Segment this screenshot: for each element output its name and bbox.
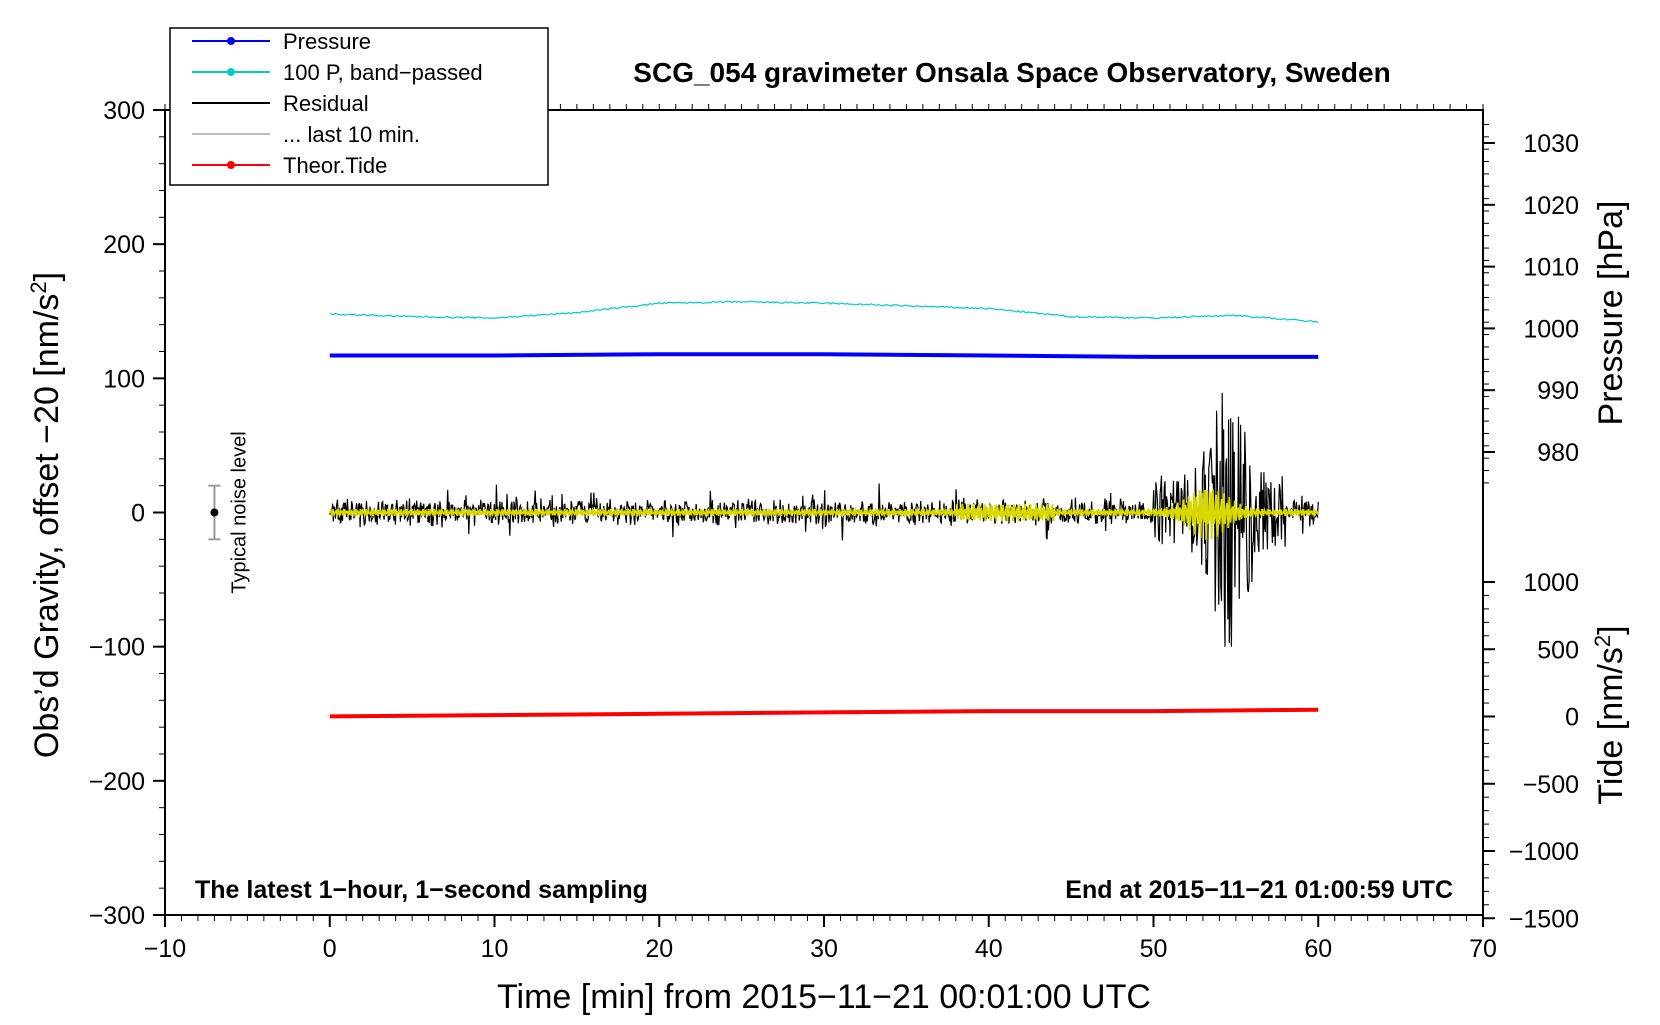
series-pressure (329, 352, 1319, 359)
x-tick-label: 20 (645, 935, 673, 963)
legend-swatch-marker (227, 161, 235, 169)
y-tick-label: 0 (131, 500, 145, 528)
y-tick-label: −200 (89, 768, 145, 796)
y-axis-label-left-main: Obs’d Gravity, offset −20 [nm/s (28, 294, 66, 759)
y-axis-tide: 1000 500 0 −500 −1000 −1500 (1483, 569, 1579, 933)
y-axis-pressure: 1030 1020 1010 1000 990 980 (1483, 123, 1579, 484)
y-axis-label-left-sup: 2 (26, 281, 51, 293)
legend-swatch-marker (227, 68, 235, 76)
annotation-sampling: The latest 1−hour, 1−second sampling (195, 876, 648, 904)
x-tick-label: 50 (1140, 935, 1168, 963)
noise-label: Typical noise level (228, 431, 250, 593)
noise-indicator: Typical noise level (208, 431, 250, 594)
series-residual-filtered (329, 489, 1320, 540)
y-axis-label-tide-sup: 2 (1590, 635, 1615, 647)
legend-items: Pressure 100 P, band−passed Residual ... la… (192, 29, 483, 178)
series-layer (329, 300, 1320, 719)
legend-box (169, 27, 549, 186)
y-tick-label: −100 (89, 634, 145, 662)
y-axis-left: 300 200 100 0 −100 −200 −300 (89, 97, 165, 930)
tide-tick-label: −1000 (1509, 838, 1579, 866)
noise-dot (210, 508, 219, 517)
legend-label: Theor.Tide (283, 153, 387, 178)
x-tick-label: 60 (1304, 935, 1332, 963)
series-theor-tide (329, 707, 1319, 719)
x-tick-label: 0 (323, 935, 337, 963)
y-axis-label-tide-end: ] (1592, 625, 1630, 634)
legend: Pressure 100 P, band−passed Residual ... la… (169, 27, 549, 186)
y-axis-label-left-end: ] (28, 272, 66, 281)
tide-tick-label: −500 (1523, 771, 1579, 799)
y-axis-label-tide: Tide [nm/s2] (1590, 625, 1630, 804)
y-axis-label-pressure: Pressure [hPa] (1592, 201, 1630, 426)
tide-tick-label: 0 (1565, 704, 1579, 732)
series-residual (329, 392, 1319, 647)
annotation-end-time: End at 2015−11−21 01:00:59 UTC (1065, 876, 1453, 904)
legend-label: Residual (283, 91, 369, 116)
x-tick-label: 40 (975, 935, 1003, 963)
x-axis: −10 0 10 20 30 40 50 60 70 (144, 104, 1497, 963)
y-tick-label: 100 (103, 365, 145, 393)
x-axis-label: Time [min] from 2015−11−21 00:01:00 UTC (497, 978, 1151, 1016)
pressure-tick-label: 1030 (1523, 130, 1579, 158)
series-band-passed-pressure (329, 300, 1319, 324)
pressure-tick-label: 1000 (1523, 315, 1579, 343)
y-tick-label: 200 (103, 231, 145, 259)
tide-tick-label: −1500 (1509, 905, 1579, 933)
y-tick-label: −300 (89, 902, 145, 930)
x-tick-label: −10 (144, 935, 186, 963)
x-tick-label: 70 (1469, 935, 1497, 963)
legend-swatch-marker (227, 37, 235, 45)
y-axis-label-tide-main: Tide [nm/s (1592, 647, 1630, 804)
pressure-tick-label: 1020 (1523, 192, 1579, 220)
pressure-tick-label: 980 (1537, 439, 1579, 467)
legend-label: ... last 10 min. (283, 122, 420, 147)
pressure-tick-label: 1010 (1523, 254, 1579, 282)
tide-tick-label: 1000 (1523, 569, 1579, 597)
y-tick-label: 300 (103, 97, 145, 125)
x-tick-label: 30 (810, 935, 838, 963)
legend-label: 100 P, band−passed (283, 60, 483, 85)
legend-label: Pressure (283, 29, 371, 54)
y-axis-label-left: Obs’d Gravity, offset −20 [nm/s2] (26, 272, 66, 758)
x-tick-label: 10 (481, 935, 509, 963)
chart-title: SCG_054 gravimeter Onsala Space Observat… (633, 57, 1390, 88)
pressure-tick-label: 990 (1537, 377, 1579, 405)
tide-tick-label: 500 (1537, 636, 1579, 664)
